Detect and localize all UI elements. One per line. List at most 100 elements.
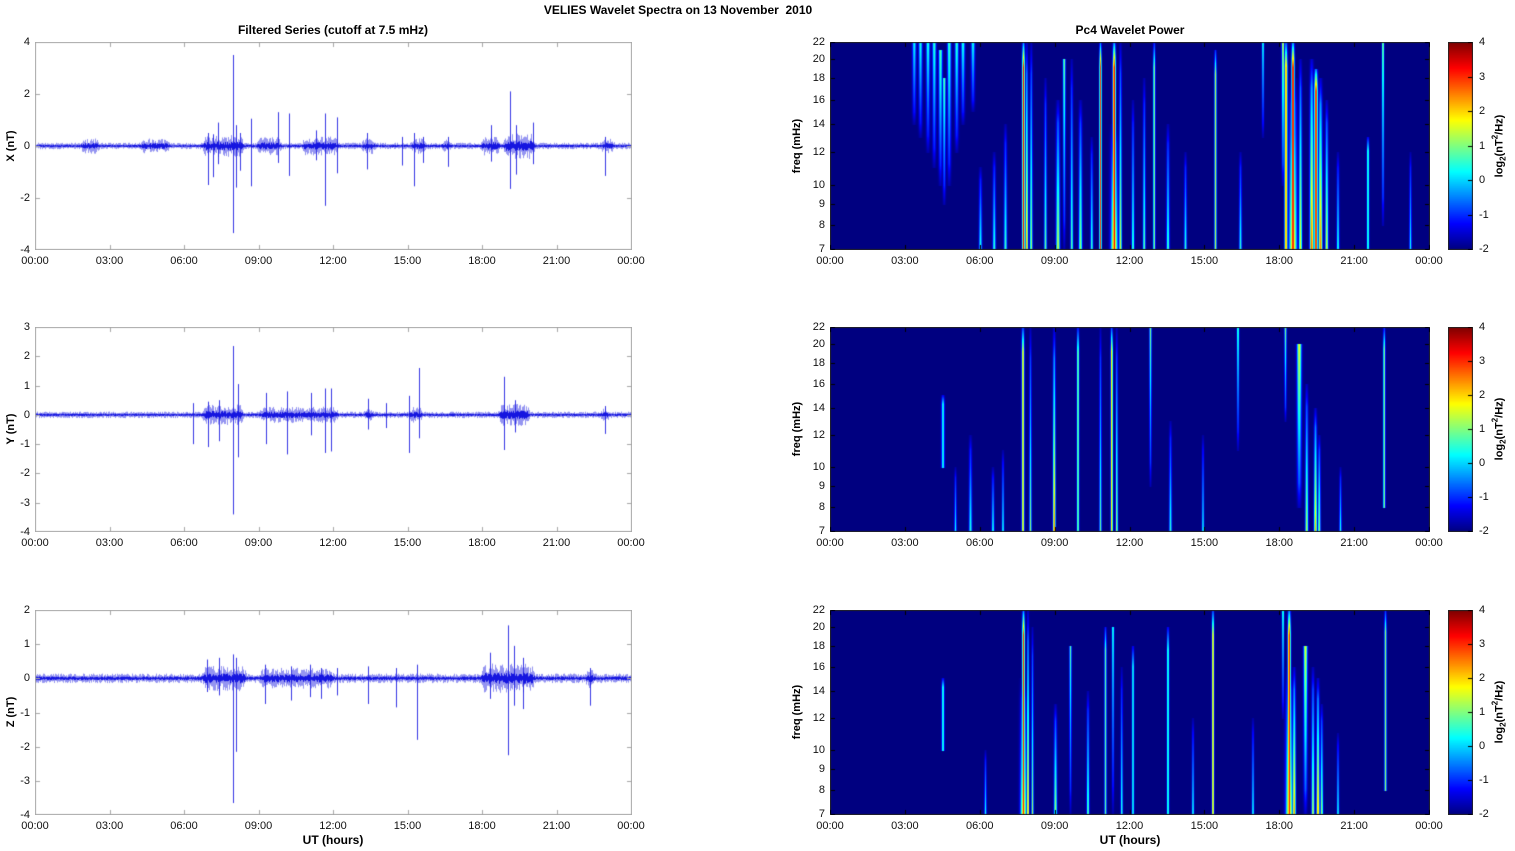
colorbar-tick-label: 2 [1479,672,1486,684]
y-tick-label: 1 [23,379,30,392]
x-tick-label: 15:00 [1190,255,1219,267]
x-tick-label: 00:00 [1415,820,1443,832]
colorbar-tick-label: 4 [1479,604,1486,616]
colorbar-tick-label: -1 [1479,774,1489,786]
y-tick-label: -2 [20,740,30,753]
x-tick-label: 03:00 [891,255,919,267]
y-tick-label: -4 [20,526,30,538]
x-tick-label: 12:00 [1115,255,1144,267]
y-tick-label: -2 [20,192,30,204]
colorbar-tick-label: 1 [1479,706,1486,718]
colorbar-label-z: log2(nT2/Hz) [1490,680,1508,744]
colorbar-tick-label: -1 [1479,491,1489,503]
x-tick-label: 00:00 [1415,537,1443,549]
colorbar-label-x: log2(nT2/Hz) [1490,114,1508,178]
colorbar-tick-label: -1 [1479,208,1489,221]
colorbar-tick-label: 4 [1479,36,1486,48]
y-tick-label: 2 [23,350,30,363]
x-tick-label: 00:00 [21,537,49,549]
colorbar-tick-label: 3 [1479,638,1486,650]
colorbar-tick-label: -2 [1479,808,1489,820]
y-tick-label: -4 [20,809,30,821]
x-tick-label: 06:00 [170,820,198,832]
x-tick-label: 00:00 [21,820,49,832]
x-tick-label: 21:00 [1340,255,1368,267]
freq-tick-label: 10 [812,178,825,191]
freq-tick-label: 14 [812,117,825,130]
x-tick-label: 12:00 [319,537,347,549]
freq-tick-label: 8 [818,501,825,514]
y-tick-label: -4 [20,244,30,256]
y-wavelet-spectrogram-canvas [830,327,1430,532]
colorbar-z-canvas [1448,610,1473,815]
y-tick-label: -1 [20,438,30,451]
x-tick-label: 09:00 [244,820,273,832]
panel-x-wavelet [830,42,1430,250]
x-tick-label: 09:00 [244,537,273,549]
x-tick-label: 21:00 [542,255,571,267]
x-tick-label: 09:00 [1040,537,1069,549]
z-filtered-series-canvas [35,610,632,815]
colorbar-tick-label: 3 [1479,70,1486,83]
y-tick-label: -2 [20,467,30,480]
y-tick-label: 1 [23,638,30,651]
x-tick-label: 03:00 [891,537,919,549]
x-tick-label: 18:00 [1265,820,1294,832]
freq-tick-label: 20 [812,337,825,350]
x-tick-label: 00:00 [617,820,645,832]
colorbar-tick-label: 4 [1479,321,1486,333]
freq-tick-label: 14 [812,401,825,414]
freq-tick-label: 10 [812,744,825,757]
x-tick-label: 12:00 [1115,537,1144,549]
x-tick-label: 06:00 [965,820,994,832]
colorbar-tick-label: 2 [1479,105,1486,117]
freq-tick-label: 14 [812,684,825,697]
y-tick-label: 3 [23,321,30,333]
y-filtered-series-canvas [35,327,632,532]
freq-tick-label: 12 [812,711,825,724]
colorbar-tick-label: -2 [1479,243,1489,255]
freq-tick-label: 16 [812,660,825,673]
x-tick-label: 09:00 [1040,820,1069,832]
freq-tick-label: 8 [818,218,825,231]
freq-tick-label: 22 [812,36,825,48]
freq-axis-label-middle: freq (mHz) [791,401,803,457]
freq-tick-label: 10 [812,461,825,474]
x-tick-label: 21:00 [542,820,571,832]
x-tick-label: 21:00 [542,537,571,549]
panel-x-filtered [35,42,632,250]
figure-title: VELIES Wavelet Spectra on 13 November 20… [543,3,813,17]
freq-tick-label: 9 [818,480,825,493]
x-tick-label: 18:00 [468,820,496,832]
x-tick-label: 00:00 [816,255,844,267]
x-tick-label: 00:00 [816,820,844,832]
z-wavelet-spectrogram-canvas [830,610,1430,815]
y-tick-label: 2 [23,88,30,100]
panel-y-filtered [35,327,632,532]
freq-tick-label: 8 [818,784,825,797]
ut-hours-label-right: UT (hours) [1099,833,1161,847]
x-tick-label: 18:00 [468,255,496,267]
x-tick-label: 06:00 [965,255,994,267]
ut-hours-label-left: UT (hours) [302,833,364,847]
x-tick-label: 15:00 [393,820,422,832]
freq-tick-label: 18 [812,72,825,85]
colorbar-tick-label: 1 [1479,139,1486,152]
colorbar-y [1448,327,1473,532]
x-tick-label: 18:00 [1265,537,1294,549]
z-axis-label: Z (nT) [5,696,17,728]
freq-tick-label: 7 [818,243,825,255]
colorbar-tick-label: 1 [1479,423,1486,435]
colorbar-z [1448,610,1473,815]
freq-tick-label: 20 [812,53,825,66]
x-tick-label: 12:00 [1115,820,1144,832]
x-tick-label: 18:00 [1265,255,1294,267]
panel-z-filtered [35,610,632,815]
x-tick-label: 15:00 [1190,537,1219,549]
x-tick-label: 15:00 [393,255,422,267]
x-tick-label: 03:00 [95,820,124,832]
colorbar-tick-label: 2 [1479,389,1486,401]
x-tick-label: 03:00 [891,820,919,832]
panel-y-wavelet [830,327,1430,532]
colorbar-x-canvas [1448,42,1473,250]
